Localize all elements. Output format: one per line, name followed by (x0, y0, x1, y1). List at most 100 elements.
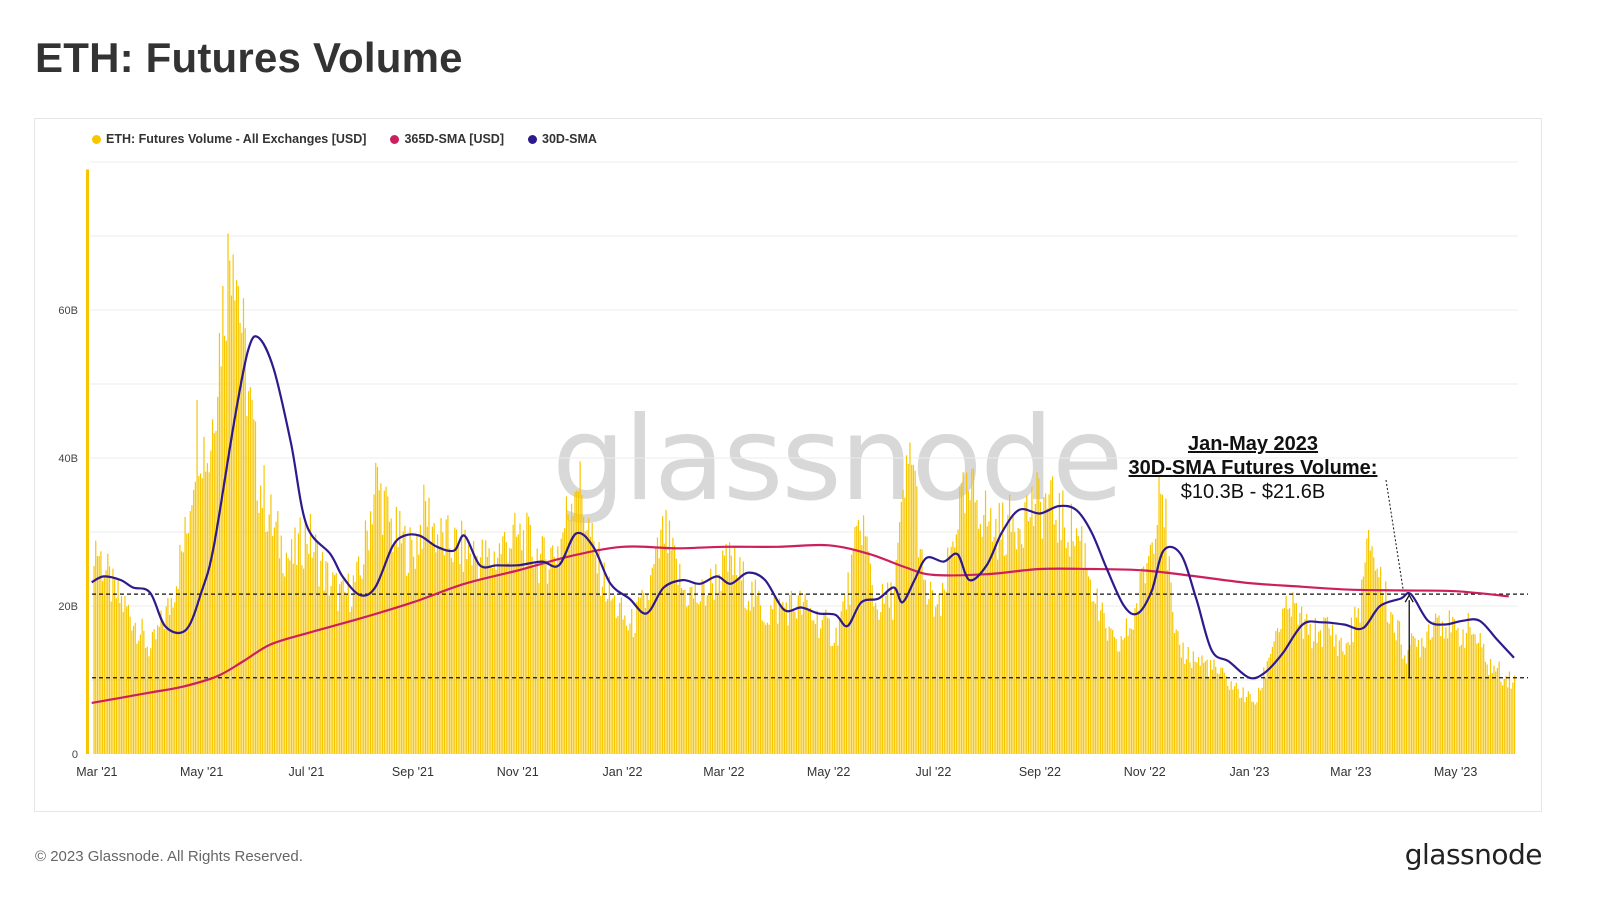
bar (119, 602, 121, 754)
y-tick-label: 0 (72, 749, 78, 761)
x-tick-label: Mar '23 (1330, 765, 1371, 779)
bar (887, 582, 889, 754)
bar (782, 602, 784, 754)
bar (777, 623, 779, 754)
legend-dot-30d-sma (528, 134, 538, 144)
bar (988, 521, 990, 754)
bar (395, 506, 397, 754)
bar (1331, 624, 1334, 754)
bar (1467, 612, 1469, 754)
bar (1349, 644, 1351, 754)
bar (607, 598, 609, 754)
bar (1261, 687, 1263, 754)
bar (357, 556, 360, 754)
bar (771, 609, 774, 754)
legend-dot-volume (92, 134, 101, 144)
bar (732, 575, 734, 754)
bar (763, 622, 765, 754)
bar (1294, 603, 1296, 754)
bar (1132, 629, 1134, 754)
bar (662, 516, 664, 754)
bar (641, 590, 643, 754)
bar (541, 536, 543, 754)
bar (1204, 661, 1207, 754)
bar (340, 581, 342, 754)
bar (373, 494, 375, 754)
bar (301, 565, 303, 754)
bar (1438, 615, 1440, 754)
bar (124, 596, 126, 754)
bar (108, 566, 111, 754)
bar (431, 526, 434, 754)
x-tick-label: Jan '22 (603, 765, 643, 779)
bar (1367, 530, 1370, 754)
bar (955, 534, 957, 754)
footer-logo[interactable]: glassnode (1404, 838, 1543, 871)
bar (656, 537, 659, 754)
bar (1431, 637, 1433, 754)
bar (450, 557, 452, 754)
bar (1313, 641, 1315, 754)
bar (309, 514, 312, 754)
bar (162, 623, 164, 754)
bar (399, 510, 401, 754)
bar (954, 547, 956, 754)
bar (1235, 682, 1237, 754)
bar (1285, 596, 1287, 754)
bar (1514, 675, 1516, 754)
bar (550, 547, 552, 754)
bar (1211, 669, 1213, 754)
bar (871, 585, 873, 754)
bar (1388, 623, 1390, 754)
bar (1474, 634, 1476, 754)
bar (1058, 492, 1060, 754)
bar (725, 544, 727, 754)
bar (730, 555, 732, 754)
bar (595, 555, 597, 754)
bar (1271, 646, 1273, 754)
bar (704, 605, 707, 754)
bar (1232, 689, 1234, 754)
bar (998, 503, 1000, 754)
y-tick-label: 60B (58, 305, 78, 317)
bar (325, 561, 327, 754)
bar (600, 595, 602, 754)
bar (1240, 697, 1243, 754)
bar (136, 643, 138, 754)
bar (1455, 630, 1457, 754)
bar (655, 548, 657, 754)
bar (1168, 556, 1170, 754)
bar (995, 518, 997, 754)
bar (1386, 621, 1389, 754)
bar (1340, 637, 1342, 754)
legend-label-365d-sma: 365D-SMA [USD] (404, 132, 505, 146)
bar (1110, 628, 1112, 754)
bar (1460, 644, 1462, 754)
bar (1180, 657, 1182, 754)
bar (524, 566, 526, 754)
bar (1084, 543, 1086, 754)
bar (639, 597, 641, 754)
bar (916, 486, 918, 754)
bar (904, 497, 906, 754)
bar (978, 528, 980, 754)
bar (850, 554, 853, 754)
bar (1448, 610, 1450, 754)
bar (1122, 639, 1124, 754)
legend-item-volume[interactable]: ETH: Futures Volume - All Exchanges [USD… (92, 132, 366, 146)
bar (1450, 632, 1452, 754)
legend-item-365d-sma[interactable]: 365D-SMA [USD] (390, 132, 504, 146)
bar (811, 620, 813, 754)
bar (790, 590, 793, 754)
bar (773, 597, 775, 754)
legend-item-30d-sma[interactable]: 30D-SMA (528, 132, 597, 146)
bar (452, 562, 454, 754)
bar (651, 567, 653, 754)
bar (565, 496, 568, 754)
bar (804, 593, 806, 754)
bar (1192, 651, 1194, 754)
bar (1469, 627, 1471, 754)
bar (1319, 630, 1322, 754)
bar (615, 618, 617, 754)
bar (990, 508, 992, 754)
